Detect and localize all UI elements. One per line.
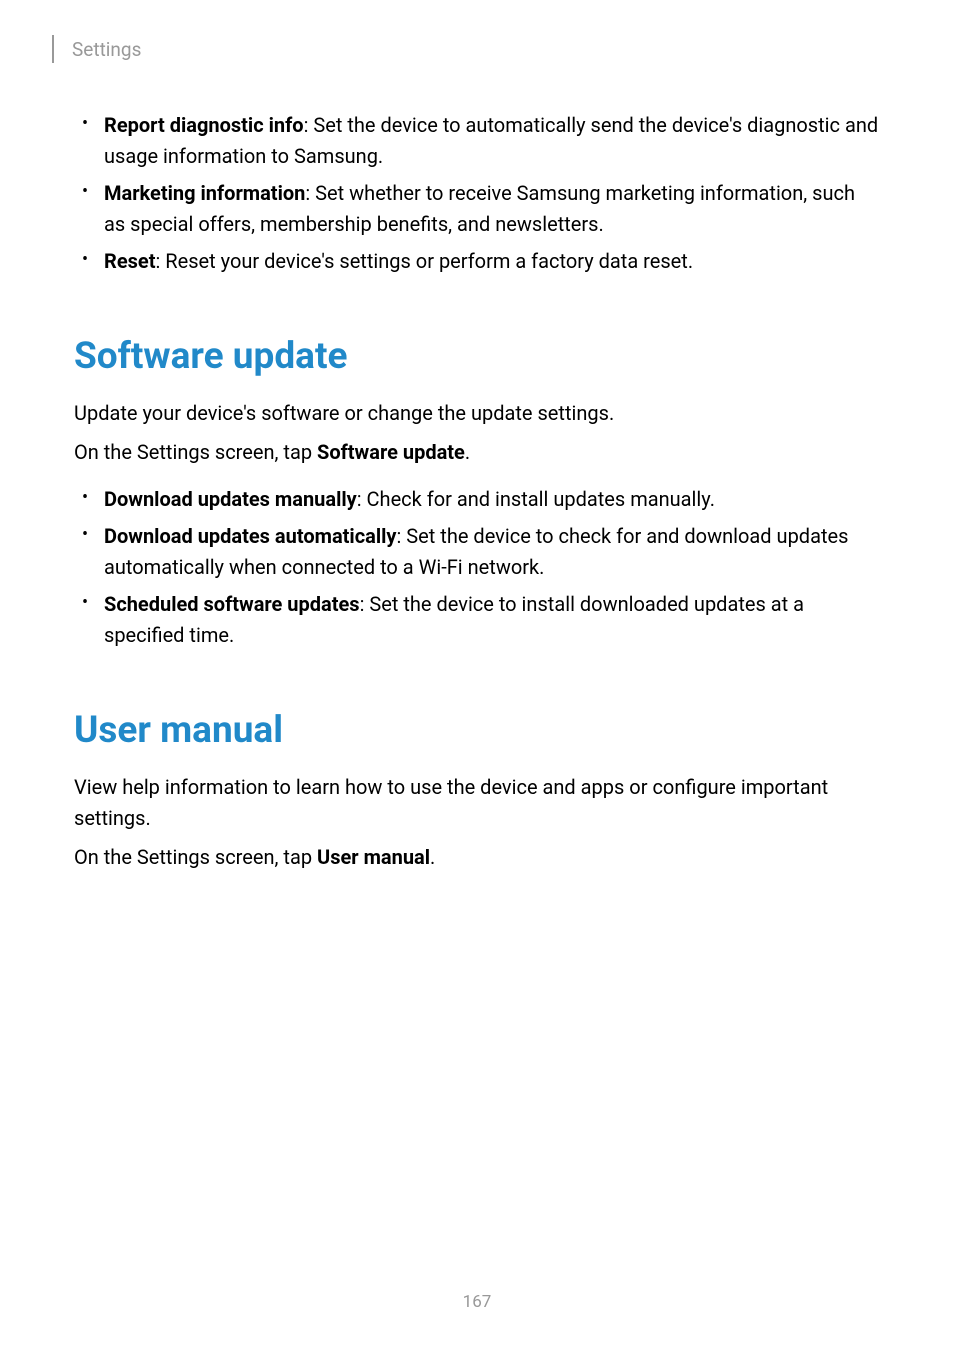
section-intro-text: View help information to learn how to us… [74,772,880,834]
list-item: Download updates manually: Check for and… [100,484,880,515]
page-content: Report diagnostic info: Set the device t… [74,110,880,881]
instruction-pre: On the Settings screen, tap [74,440,317,464]
section-instruction: On the Settings screen, tap Software upd… [74,437,880,468]
list-item-text: : Reset your device's settings or perfor… [155,249,693,273]
instruction-post: . [465,440,470,464]
section-intro-text: Update your device's software or change … [74,398,880,429]
list-item-bold: Download updates automatically [104,524,397,548]
instruction-post: . [430,845,435,869]
list-item: Download updates automatically: Set the … [100,521,880,583]
list-item-bold: Report diagnostic info [104,113,304,137]
instruction-bold: Software update [317,440,465,464]
header-divider-bar [52,35,54,63]
list-item: Marketing information: Set whether to re… [100,178,880,240]
list-item-bold: Marketing information [104,181,305,205]
top-bullet-list: Report diagnostic info: Set the device t… [74,110,880,277]
list-item: Scheduled software updates: Set the devi… [100,589,880,651]
list-item: Report diagnostic info: Set the device t… [100,110,880,172]
instruction-pre: On the Settings screen, tap [74,845,317,869]
software-update-list: Download updates manually: Check for and… [74,484,880,651]
list-item-bold: Scheduled software updates [104,592,360,616]
section-instruction: On the Settings screen, tap User manual. [74,842,880,873]
list-item-bold: Download updates manually [104,487,357,511]
section-heading-user-manual: User manual [74,709,880,752]
header-title: Settings [72,38,141,61]
list-item-bold: Reset [104,249,155,273]
page-number: 167 [0,1292,954,1312]
list-item: Reset: Reset your device's settings or p… [100,246,880,277]
section-heading-software-update: Software update [74,335,880,378]
page-header: Settings [52,35,141,63]
instruction-bold: User manual [317,845,430,869]
list-item-text: : Check for and install updates manually… [357,487,715,511]
